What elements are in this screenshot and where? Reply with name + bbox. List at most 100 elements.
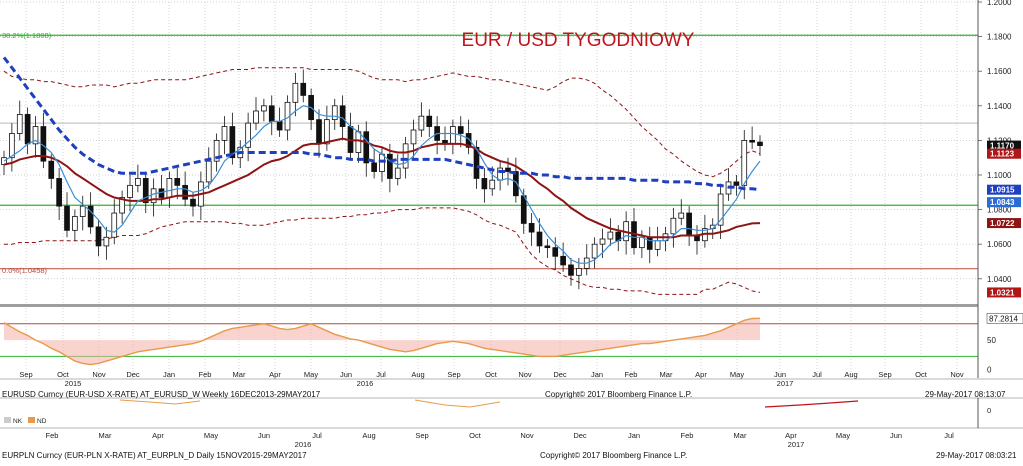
candle [316,119,322,145]
candle [87,205,94,228]
strip-month-label: Oct [469,431,482,440]
price-box [987,140,1021,151]
oscillator-tick-label: 0 [987,365,992,374]
candle [135,178,141,186]
candle [16,114,23,134]
footer-copyright-eurpln: Copyright© 2017 Bloomberg Finance L.P. [540,451,688,460]
candle [79,205,86,217]
legend-nd: ND [37,418,47,425]
strip-month-label: Nov [520,431,534,440]
candle [568,264,574,276]
oscillator-area [4,318,760,365]
price-box [987,218,1021,229]
y-tick-label: 1.2000 [987,0,1012,7]
strip-month-label: Sep [415,431,428,440]
x-month-label: Apr [695,370,707,379]
candle [560,255,566,266]
candle [48,160,55,179]
x-month-label: May [304,370,318,379]
candle [686,212,692,236]
candle [607,231,614,240]
candle [418,115,425,131]
candle [72,216,78,231]
footer-timestamp-eurpln: 29-May-2017 08:03:21 [936,451,1017,460]
x-month-label: Dec [553,370,567,379]
candle [599,238,606,245]
strip-tick-label: 0 [987,406,991,415]
x-month-label: Jan [591,370,603,379]
x-month-label: Feb [625,370,638,379]
candle [591,243,598,259]
strip-year-label: 2016 [295,440,312,449]
x-month-label: Nov [92,370,106,379]
candle [276,120,283,131]
candle [379,153,385,172]
candle [229,126,236,159]
candle [103,236,110,247]
candle [733,181,740,186]
x-month-label: Mar [233,370,246,379]
x-month-label: Sep [878,370,891,379]
candle [654,240,661,250]
legend-nk: NK [13,418,23,425]
strip-trend-line [764,400,859,408]
candle [174,178,181,186]
candle [24,114,31,145]
x-month-label: Sep [19,370,32,379]
candle [150,188,157,204]
panel-separator [0,304,978,307]
y-tick-label: 1.0800 [987,206,1012,215]
strip-month-label: May [204,431,218,440]
x-year-label: 2017 [777,379,794,388]
oscillator-tick-label: 50 [987,336,996,345]
candle [355,131,362,153]
strip-month-label: Aug [362,431,375,440]
strip-month-label: Jan [628,431,640,440]
y-tick-label: 1.1400 [987,102,1012,111]
price-box-label: 1.1170 [990,142,1015,151]
candle [268,105,275,122]
price-box [987,184,1021,195]
x-month-label: Oct [915,370,928,379]
price-box [987,287,1021,298]
price-box [987,197,1021,208]
footer-copyright-eurusd: Copyright© 2017 Bloomberg Finance L.P. [545,390,693,399]
candle [457,126,464,134]
x-month-label: Dec [126,370,140,379]
strip-month-label: Feb [46,431,59,440]
horizontal-levels [0,34,978,270]
x-month-label: Mar [660,370,673,379]
candle [331,105,338,121]
candle [182,184,188,200]
second-chart-strip: NK ND 0 Feb Mar Apr May Jun Jul Aug Sep Oct Nov Dec Ja… [0,397,1023,449]
candle [757,141,763,146]
oscillator-panel: 50 0 87.2814 [0,313,1023,374]
strip-month-label: Jun [258,431,270,440]
candle [426,115,433,127]
axes: 1.20001.18001.16001.14001.12001.10001.08… [0,0,1023,388]
candle [127,184,133,198]
candle [576,268,582,276]
oscillator-value-label: 87.2814 [989,314,1018,323]
price-box-label: 1.1123 [990,150,1015,159]
bollinger-lower [4,207,761,295]
x-month-label: Aug [844,370,857,379]
candle [536,231,543,247]
candle [489,179,496,190]
candle [64,205,70,231]
candle [544,245,551,249]
strip-month-label: Dec [573,431,587,440]
price-box-label: 1.0843 [990,198,1015,207]
candle [95,226,102,247]
x-month-label: Oct [485,370,498,379]
price-box [987,148,1021,159]
x-month-label: Jun [340,370,352,379]
ma-mid-line [3,137,761,239]
bollinger-upper [3,67,761,178]
candle [639,236,645,249]
x-month-label: May [730,370,744,379]
candle [513,171,519,197]
candle [646,236,653,250]
